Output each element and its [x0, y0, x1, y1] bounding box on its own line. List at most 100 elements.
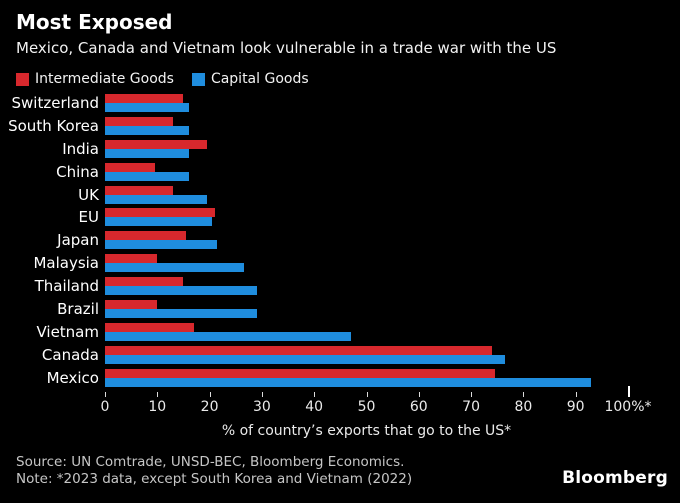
x-axis-tick-label: 90 — [566, 398, 585, 415]
chart-legend: Intermediate Goods Capital Goods — [16, 71, 309, 87]
capital-goods-bar — [105, 194, 207, 204]
x-axis-tick-labels: 0 10 20 30 40 50 60 70 80 90 100%* — [101, 398, 652, 416]
x-axis — [105, 385, 630, 398]
x-axis-tick — [418, 391, 420, 397]
bar-row: South Korea — [0, 116, 680, 140]
x-axis-tick-label: 80 — [514, 398, 533, 415]
intermediate-goods-bar — [105, 345, 493, 355]
bar-group — [105, 116, 628, 140]
intermediate-goods-bar — [105, 139, 207, 149]
x-axis-tick — [261, 391, 263, 397]
capital-goods-bar — [105, 125, 189, 135]
x-axis-tick — [105, 391, 106, 397]
note-text: Note: *2023 data, except South Korea and… — [16, 471, 413, 487]
intermediate-goods-bar — [105, 322, 194, 332]
intermediate-goods-bar — [105, 162, 155, 172]
x-axis-tick-label: 30 — [252, 398, 271, 415]
x-axis-tick-label: 60 — [409, 398, 428, 415]
bar-group — [105, 300, 628, 323]
capital-goods-bar — [105, 103, 189, 112]
bar-row: Canada — [0, 345, 680, 369]
capital-goods-bar — [105, 331, 351, 341]
country-label: Vietnam — [36, 322, 99, 341]
capital-goods-bar — [105, 354, 506, 364]
intermediate-goods-bar — [105, 254, 158, 264]
country-label: Switzerland — [11, 94, 100, 112]
bar-row: Switzerland — [0, 94, 680, 117]
bar-row: Vietnam — [0, 322, 680, 346]
bar-row: Japan — [0, 231, 680, 254]
intermediate-goods-bar — [105, 231, 187, 241]
capital-goods-bar — [105, 171, 189, 181]
country-label: India — [62, 139, 99, 158]
x-axis-tick-label: 10 — [148, 398, 167, 415]
capital-goods-bar — [105, 263, 244, 273]
capital-goods-bar — [105, 286, 257, 296]
capital-goods-bar — [105, 240, 218, 250]
intermediate-goods-bar — [105, 94, 184, 103]
country-label: South Korea — [8, 116, 99, 135]
bar-group — [105, 185, 628, 209]
x-axis-tick-label: 70 — [462, 398, 481, 415]
x-axis-title: % of country’s exports that go to the US… — [221, 422, 512, 439]
capital-goods-swatch-icon — [191, 72, 205, 86]
country-label: Japan — [57, 231, 99, 250]
intermediate-goods-bar — [105, 300, 158, 310]
x-axis-tick — [575, 391, 577, 397]
x-axis-tick-label: 0 — [100, 398, 110, 415]
intermediate-goods-bar — [105, 368, 495, 378]
bar-row: Mexico — [0, 368, 680, 392]
bar-row: EU — [0, 208, 680, 231]
capital-goods-bar — [105, 377, 592, 387]
intermediate-goods-bar — [105, 208, 215, 218]
legend-item-capital-goods: Capital Goods — [191, 71, 309, 87]
bar-row: Thailand — [0, 277, 680, 300]
bar-rows: Switzerland South Korea India China UK EU Japa… — [0, 94, 680, 392]
x-axis-tick-label: 40 — [305, 398, 324, 415]
country-label: Mexico — [46, 368, 99, 387]
country-label: Thailand — [34, 277, 99, 296]
x-axis-tick — [471, 391, 473, 397]
bar-group — [105, 231, 628, 254]
legend-label-intermediate-goods: Intermediate Goods — [35, 71, 174, 87]
country-label: UK — [78, 185, 99, 204]
bar-row: Brazil — [0, 300, 680, 323]
intermediate-goods-bar — [105, 185, 173, 195]
country-label: Canada — [41, 345, 99, 364]
chart-subtitle: Mexico, Canada and Vietnam look vulnerab… — [16, 39, 557, 57]
country-label: Malaysia — [33, 254, 99, 273]
x-axis-tick — [157, 391, 159, 397]
country-label: Brazil — [57, 300, 99, 319]
x-axis-tick — [209, 391, 211, 397]
bar-group — [105, 277, 628, 300]
intermediate-goods-bar — [105, 277, 184, 287]
bar-row: India — [0, 139, 680, 163]
bloomberg-logo: Bloomberg — [562, 468, 668, 488]
x-axis-tick — [366, 391, 368, 397]
intermediate-goods-bar — [105, 116, 173, 126]
x-axis-tick-label: 100%* — [604, 398, 652, 415]
capital-goods-bar — [105, 148, 189, 158]
bar-group — [105, 162, 628, 186]
source-text: Source: UN Comtrade, UNSD-BEC, Bloomberg… — [16, 454, 405, 470]
intermediate-goods-swatch-icon — [16, 72, 29, 86]
bar-row: Malaysia — [0, 254, 680, 277]
country-label: EU — [78, 208, 99, 227]
page-title: Most Exposed — [16, 10, 173, 34]
x-axis-end-tick — [628, 385, 630, 397]
bar-group — [105, 139, 628, 163]
bar-group — [105, 208, 628, 231]
x-axis-tick — [523, 391, 525, 397]
bar-group — [105, 322, 628, 346]
bar-row: UK — [0, 185, 680, 209]
bar-group — [105, 368, 628, 392]
country-label: China — [56, 162, 99, 181]
bar-chart: Switzerland South Korea India China UK EU Japa… — [0, 94, 680, 439]
x-axis-tick-label: 20 — [200, 398, 219, 415]
bar-group — [105, 254, 628, 277]
legend-item-intermediate-goods: Intermediate Goods — [16, 71, 174, 87]
bar-group — [105, 345, 628, 369]
bar-row: China — [0, 162, 680, 186]
capital-goods-bar — [105, 217, 213, 227]
